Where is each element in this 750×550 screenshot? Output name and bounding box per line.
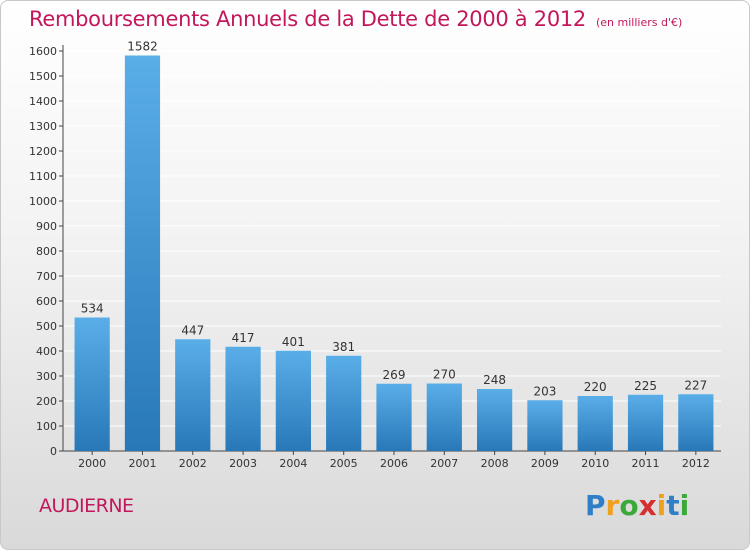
data-label-2012: 227 — [684, 378, 707, 392]
y-tick-label: 600 — [36, 295, 57, 308]
y-tick-label: 400 — [36, 345, 57, 358]
x-tick-label-2005: 2005 — [330, 457, 358, 470]
y-tick-label: 1600 — [29, 45, 57, 58]
bar-2005 — [326, 355, 362, 451]
bar-2002 — [175, 339, 211, 451]
bar-2008 — [477, 389, 513, 451]
y-tick-label: 1200 — [29, 145, 57, 158]
y-tick-label: 500 — [36, 320, 57, 333]
data-label-2011: 225 — [634, 379, 657, 393]
y-tick-label: 800 — [36, 245, 57, 258]
data-label-2004: 401 — [282, 335, 305, 349]
logo-letter: r — [605, 489, 620, 522]
logo-letter: t — [666, 489, 680, 522]
data-label-2005: 381 — [332, 340, 355, 354]
data-label-2010: 220 — [584, 380, 607, 394]
y-tick-label: 1400 — [29, 95, 57, 108]
chart-subtitle: (en milliers d'€) — [596, 16, 683, 29]
bar-2010 — [577, 396, 613, 451]
commune-name: AUDIERNE — [39, 495, 134, 517]
bar-2004 — [275, 350, 311, 451]
bar-2011 — [627, 394, 664, 451]
logo-letter: o — [619, 489, 639, 522]
bar-2001 — [124, 55, 161, 451]
data-label-2001: 1582 — [127, 40, 158, 54]
y-tick-label: 1500 — [29, 70, 57, 83]
x-tick-label-2001: 2001 — [128, 457, 156, 470]
y-tick-label: 1300 — [29, 120, 57, 133]
data-label-2009: 203 — [533, 384, 556, 398]
x-tick-label-2002: 2002 — [179, 457, 207, 470]
bar-2009 — [527, 400, 563, 451]
bar-2007 — [426, 383, 462, 451]
y-tick-label: 100 — [36, 420, 57, 433]
data-label-2008: 248 — [483, 373, 506, 387]
title-row: Remboursements Annuels de la Dette de 20… — [29, 7, 682, 31]
y-tick-label: 1000 — [29, 195, 57, 208]
data-label-2003: 417 — [232, 331, 255, 345]
x-tick-label-2004: 2004 — [279, 457, 307, 470]
y-tick-label: 900 — [36, 220, 57, 233]
data-label-2007: 270 — [433, 368, 456, 382]
bar-2003 — [225, 346, 261, 451]
x-tick-label-2010: 2010 — [581, 457, 609, 470]
chart-title: Remboursements Annuels de la Dette de 20… — [29, 7, 586, 31]
bars — [74, 55, 714, 451]
data-label-2006: 269 — [383, 368, 406, 382]
proxiti-logo[interactable]: Proxiti — [585, 489, 689, 522]
x-tick-label-2003: 2003 — [229, 457, 257, 470]
x-tick-label-2007: 2007 — [430, 457, 458, 470]
x-tick-labels: 2000 2001 2002 2003 2004 2005 2006 2007 2008 2009… — [78, 451, 710, 470]
logo-letter: i — [679, 489, 690, 522]
data-label-2000: 534 — [81, 302, 104, 316]
logo-letter: i — [656, 489, 667, 522]
logo-letter: P — [585, 489, 606, 522]
logo-letter: x — [638, 489, 657, 522]
y-tick-label: 200 — [36, 395, 57, 408]
y-tick-label: 700 — [36, 270, 57, 283]
x-tick-label-2008: 2008 — [481, 457, 509, 470]
y-tick-label: 1100 — [29, 170, 57, 183]
x-tick-label-2009: 2009 — [531, 457, 559, 470]
data-labels: 534 1582 447 417 401 381 269 270 248 203 220 225 227 — [81, 40, 708, 399]
bar-2012 — [678, 394, 714, 451]
x-tick-label-2012: 2012 — [682, 457, 710, 470]
x-tick-label-2006: 2006 — [380, 457, 408, 470]
y-tick-label: 300 — [36, 370, 57, 383]
y-tick-labels: 0 100 200 300 400 500 600 700 800 900 1000 1100 1200… — [29, 45, 63, 458]
bar-2006 — [376, 383, 412, 451]
x-tick-label-2011: 2011 — [632, 457, 660, 470]
bar-2000 — [74, 317, 110, 451]
y-tick-label: 0 — [50, 445, 57, 458]
x-tick-label-2000: 2000 — [78, 457, 106, 470]
data-label-2002: 447 — [181, 323, 204, 337]
